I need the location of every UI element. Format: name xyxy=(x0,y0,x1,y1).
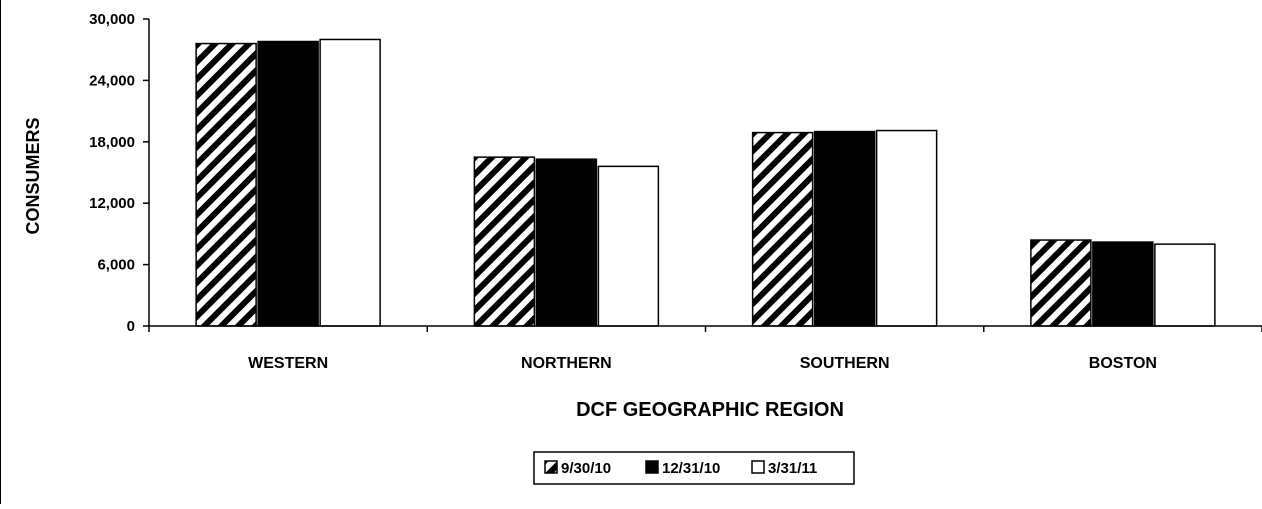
legend-swatch-black xyxy=(645,460,659,474)
bar-western-series-2 xyxy=(257,40,319,327)
bar-northern-series-2 xyxy=(535,158,598,327)
legend-swatch-white xyxy=(751,460,765,474)
x-axis-label: DCF GEOGRAPHIC REGION xyxy=(576,399,844,421)
bar-northern-series-3 xyxy=(597,165,660,327)
bar-southern-series-2 xyxy=(813,130,876,327)
bar-southern-series-3 xyxy=(875,129,938,327)
y-tick-label: 30,000 xyxy=(89,11,135,28)
bar-boston-series-2 xyxy=(1092,241,1154,327)
x-axis-ticks: WESTERN NORTHERN SOUTHERN BOSTON xyxy=(148,326,1262,372)
bar-northern-series-1 xyxy=(473,156,536,327)
bar-western-series-3 xyxy=(319,38,381,327)
y-tick-label: 0 xyxy=(127,318,135,335)
x-tick-label: SOUTHERN xyxy=(800,355,890,372)
y-tick-label: 18,000 xyxy=(89,134,135,151)
bar-boston-series-1 xyxy=(1030,239,1092,327)
y-tick-label: 12,000 xyxy=(89,195,135,212)
legend-label-1: 9/30/10 xyxy=(561,460,611,477)
bar-southern-series-1 xyxy=(751,131,814,327)
x-tick-label: NORTHERN xyxy=(521,355,612,372)
bar-western-series-1 xyxy=(195,42,257,327)
legend-label-3: 3/31/11 xyxy=(768,460,817,477)
legend-label-2: 12/31/10 xyxy=(662,460,720,477)
y-tick-label: 24,000 xyxy=(89,72,135,89)
y-tick-label: 6,000 xyxy=(97,257,135,274)
legend: 9/30/10 12/31/10 3/31/11 xyxy=(533,451,855,485)
legend-box xyxy=(533,451,855,485)
bars-group xyxy=(195,38,1216,327)
x-tick-label: WESTERN xyxy=(248,355,328,372)
legend-swatch-hatch xyxy=(544,460,558,474)
y-axis-label: CONSUMERS xyxy=(23,117,43,234)
x-tick-label: BOSTON xyxy=(1089,355,1157,372)
y-axis-ticks: 0 6,000 12,000 18,000 24,000 30,000 xyxy=(89,11,149,335)
bar-boston-series-3 xyxy=(1154,243,1216,327)
